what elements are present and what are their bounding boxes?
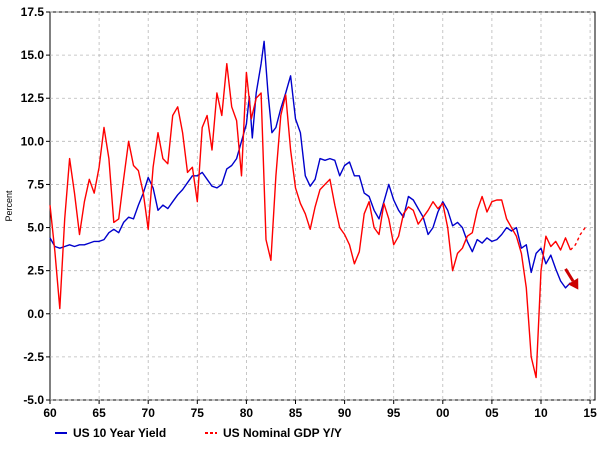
x-tick-label: 70 <box>142 406 156 420</box>
y-tick-label: 12.5 <box>21 91 45 105</box>
legend-item-gdp: US Nominal GDP Y/Y <box>205 426 342 440</box>
x-tick-label: 05 <box>485 406 499 420</box>
y-tick-label: 0.0 <box>27 307 44 321</box>
y-tick-label: 2.5 <box>27 264 44 278</box>
x-tick-label: 75 <box>191 406 205 420</box>
y-tick-label: -5.0 <box>23 393 44 407</box>
x-tick-label: 00 <box>436 406 450 420</box>
x-tick-label: 15 <box>583 406 597 420</box>
y-tick-label: 7.5 <box>27 177 44 191</box>
y-tick-label: 10.0 <box>21 134 45 148</box>
y-tick-label: 17.5 <box>21 5 45 19</box>
y-tick-label: 5.0 <box>27 221 44 235</box>
x-tick-label: 10 <box>534 406 548 420</box>
y-tick-label: -2.5 <box>23 350 44 364</box>
y-axis-label: Percent <box>4 190 14 222</box>
annotation-arrow-shaft <box>564 268 575 282</box>
yield-series-line <box>49 40 572 289</box>
x-tick-label: 65 <box>92 406 106 420</box>
legend-item-yield: US 10 Year Yield <box>55 426 166 440</box>
gdp-projection-line <box>569 227 586 251</box>
y-tick-label: 15.0 <box>21 48 45 62</box>
x-tick-label: 85 <box>289 406 303 420</box>
x-tick-label: 60 <box>43 406 57 420</box>
x-tick-label: 95 <box>387 406 401 420</box>
legend-label: US 10 Year Yield <box>73 426 166 440</box>
x-tick-label: 80 <box>240 406 254 420</box>
x-tick-label: 90 <box>338 406 352 420</box>
legend-label: US Nominal GDP Y/Y <box>223 426 342 440</box>
annotation-arrowhead <box>567 277 579 290</box>
plot-frame <box>49 11 596 401</box>
gdp-series-line <box>49 63 572 379</box>
